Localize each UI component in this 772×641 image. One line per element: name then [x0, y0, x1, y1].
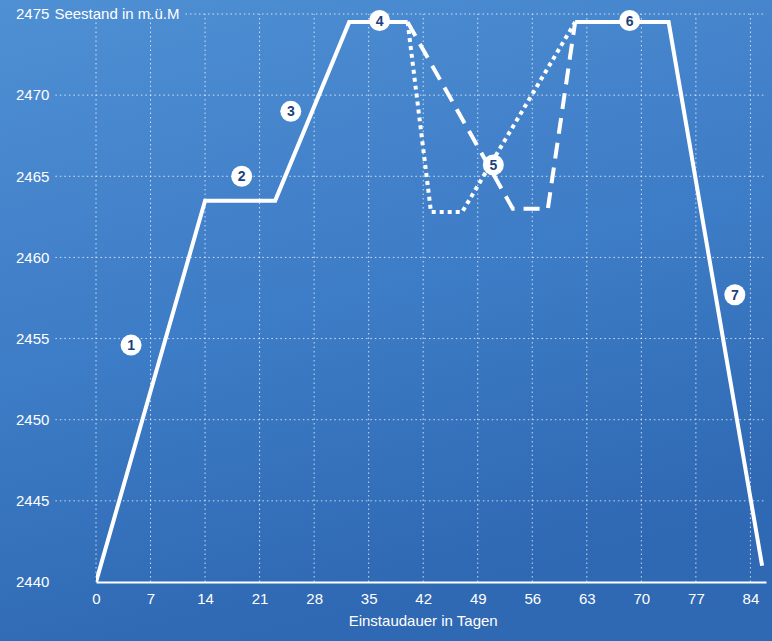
annotation-badge [619, 10, 640, 31]
x-grid-line [314, 14, 315, 582]
series-line [408, 22, 576, 209]
annotation-badge [483, 154, 504, 175]
y-axis-title: Seestand in m.ü.M [54, 5, 179, 22]
y-tick-label: 2470 [16, 86, 49, 103]
annotation-label: 2 [238, 168, 246, 184]
y-tick-label: 2450 [16, 411, 49, 428]
y-grid-line [55, 257, 766, 258]
annotation-label: 5 [489, 157, 497, 173]
y-tick-label: 2460 [16, 249, 49, 266]
x-grid-line [695, 14, 696, 582]
x-axis-title: Einstaudauer in Tagen [349, 612, 498, 629]
annotation: 7 [724, 284, 745, 305]
x-tick-label: 0 [92, 590, 100, 607]
y-tick-label: 2440 [16, 573, 49, 590]
y-tick: 2450 [16, 411, 49, 428]
x-tick-label: 35 [361, 590, 378, 607]
annotation: 1 [121, 335, 142, 356]
x-tick-label: 7 [147, 590, 155, 607]
annotations: 1 2 3 4 5 6 7 [121, 10, 746, 356]
x-tick: 35 [361, 590, 378, 607]
y-tick-label: 2465 [16, 168, 49, 185]
y-tick-label: 2475 [16, 5, 49, 22]
y-grid-line [55, 176, 766, 177]
y-tick-label: 2445 [16, 492, 49, 509]
y-tick: 2440 [16, 573, 49, 590]
x-tick: 42 [415, 590, 432, 607]
x-tick: 21 [252, 590, 269, 607]
y-grid-line [185, 14, 766, 15]
annotation: 3 [280, 101, 301, 122]
x-tick: 14 [197, 590, 214, 607]
annotation-label: 1 [127, 337, 135, 353]
x-tick-label: 84 [743, 590, 760, 607]
x-grid-line [96, 14, 97, 582]
x-tick: 0 [92, 590, 100, 607]
annotation: 5 [483, 154, 504, 175]
annotation: 4 [369, 10, 390, 31]
annotation-label: 7 [731, 287, 739, 303]
y-tick: 2470 [16, 86, 49, 103]
y-tick: 2460 [16, 249, 49, 266]
annotation-label: 6 [626, 13, 634, 29]
y-grid-line [55, 95, 766, 96]
y-grid-line [55, 338, 766, 339]
annotation-badge [280, 101, 301, 122]
x-tick-label: 49 [470, 590, 487, 607]
x-tick: 7 [147, 590, 155, 607]
x-grid-line [477, 14, 478, 582]
y-grid-line [55, 419, 766, 420]
y-tick: 2445 [16, 492, 49, 509]
x-tick: 56 [524, 590, 541, 607]
x-grid-line [423, 14, 424, 582]
x-grid-line [259, 14, 260, 582]
x-grid-line [150, 14, 151, 582]
y-tick: 2475 [16, 5, 49, 22]
series-line [408, 22, 576, 212]
x-tick: 49 [470, 590, 487, 607]
x-tick: 77 [688, 590, 705, 607]
y-tick: 2455 [16, 330, 49, 347]
chart: 24402445245024552460246524702475Seestand… [0, 0, 772, 641]
series-line [96, 22, 762, 582]
annotation: 6 [619, 10, 640, 31]
x-tick: 84 [743, 590, 760, 607]
x-tick-label: 56 [524, 590, 541, 607]
grid [55, 14, 766, 582]
annotation-badge [724, 284, 745, 305]
annotation-badge [121, 335, 142, 356]
y-tick: 2465 [16, 168, 49, 185]
x-tick: 70 [634, 590, 651, 607]
x-axis-line [97, 582, 767, 584]
x-tick-label: 70 [634, 590, 651, 607]
x-tick-label: 28 [306, 590, 323, 607]
x-tick: 28 [306, 590, 323, 607]
annotation-badge [231, 166, 252, 187]
plot-area [96, 22, 762, 582]
y-grid-line [55, 500, 766, 501]
annotation-badge [369, 10, 390, 31]
x-tick-label: 77 [688, 590, 705, 607]
x-grid-line [641, 14, 642, 582]
x-tick-label: 42 [415, 590, 432, 607]
annotation: 2 [231, 166, 252, 187]
annotation-label: 3 [287, 103, 295, 119]
x-tick: 63 [579, 590, 596, 607]
x-tick-label: 63 [579, 590, 596, 607]
x-tick-label: 14 [197, 590, 214, 607]
x-axis: 0 7 14 21 28 35 42 49 56 63 70 77 84 [92, 583, 766, 607]
background [0, 0, 772, 641]
x-grid-line [586, 14, 587, 582]
x-tick-label: 21 [252, 590, 269, 607]
annotation-label: 4 [376, 13, 384, 29]
y-tick-label: 2455 [16, 330, 49, 347]
x-grid-line [532, 14, 533, 582]
x-grid-line [368, 14, 369, 582]
y-axis: 2440 2445 2450 2455 2460 2465 2470 2475 [16, 5, 49, 590]
x-grid-line [205, 14, 206, 582]
